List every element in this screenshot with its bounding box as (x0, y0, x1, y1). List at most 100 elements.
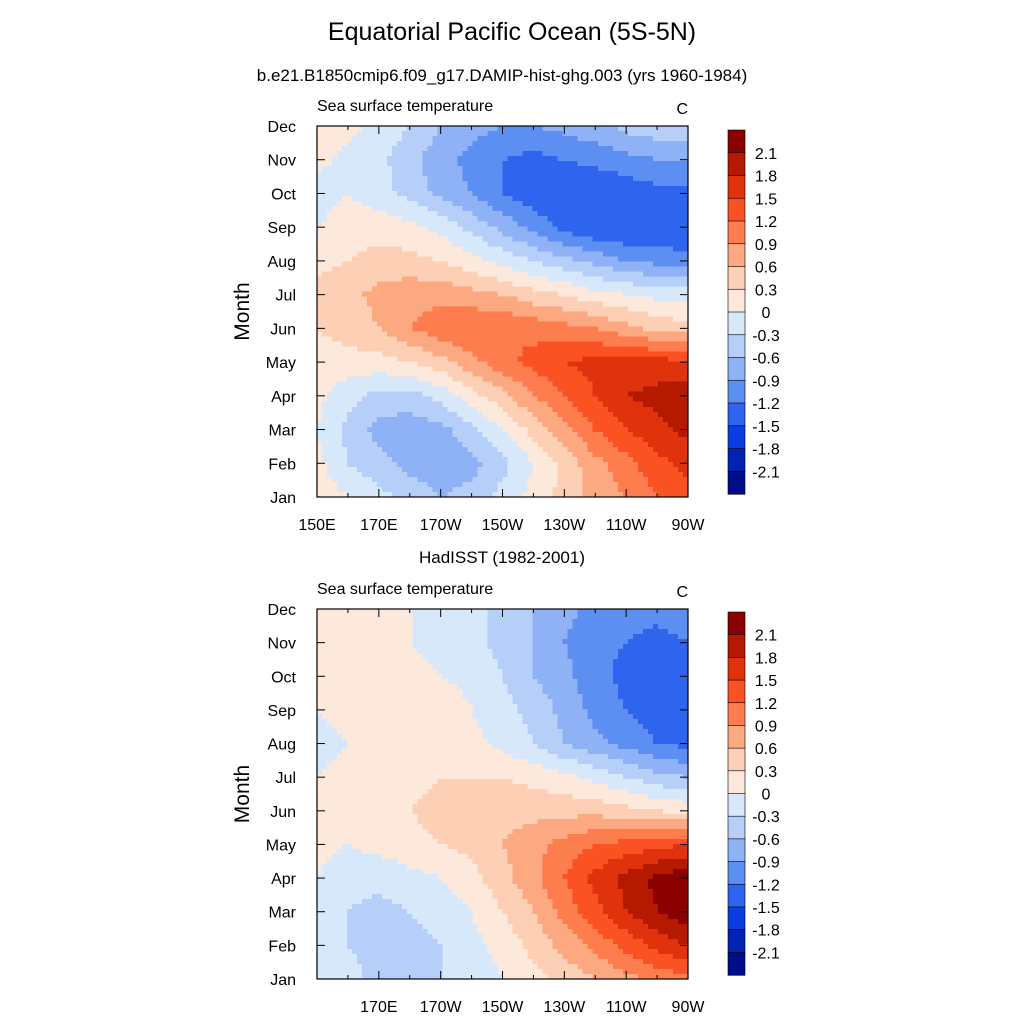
panel-1-contour-cell (332, 191, 338, 197)
panel-1-contour-cell (602, 296, 609, 303)
panel-1-contour-cell (602, 396, 609, 403)
panel-1-contour-cell (362, 461, 368, 468)
panel-1-contour-cell (357, 391, 363, 398)
panel-1-contour-cell (677, 166, 684, 172)
panel-1-contour-cell (562, 456, 569, 463)
panel-1-contour-cell (422, 146, 428, 152)
panel-1-contour-cell (337, 451, 343, 458)
panel-1-contour-cell (422, 241, 428, 247)
panel-1-contour-cell (617, 176, 624, 182)
panel-1-contour-cell (672, 186, 679, 192)
panel-1-contour-cell (412, 381, 418, 388)
panel-1-contour-cell (392, 371, 398, 378)
panel-1-contour-cell (377, 251, 383, 257)
panel-1-contour-cell (367, 356, 373, 363)
panel-1-contour-cell (637, 231, 644, 237)
panel-1-contour-cell (667, 181, 674, 187)
panel-1-contour-cell (467, 176, 474, 182)
panel-1-contour-cell (637, 401, 644, 408)
panel-1-contour-cell (462, 361, 468, 368)
panel-1-contour-cell (492, 221, 499, 227)
panel-1-contour-cell (317, 456, 323, 463)
panel-1-contour-cell (542, 226, 549, 232)
panel-1-contour-cell (372, 151, 378, 157)
panel-1-contour-cell (467, 141, 474, 147)
panel-1-contour-cell (387, 226, 393, 232)
panel-1-contour-cell (562, 181, 569, 187)
panel-1-contour-cell (522, 356, 529, 363)
panel-1-contour-cell (562, 346, 569, 353)
panel-1-contour-cell (347, 161, 353, 167)
panel-1-contour-cell (537, 156, 544, 162)
panel-1-contour-cell (612, 391, 619, 398)
panel-1-contour-cell (542, 186, 549, 192)
panel-1-contour-cell (572, 261, 579, 267)
panel-1-contour-cell (607, 416, 614, 423)
panel-1-contour-cell (322, 401, 328, 408)
panel-1-contour-cell (497, 226, 504, 232)
panel-1-contour-cell (452, 346, 458, 353)
panel-1-contour-cell (522, 421, 529, 428)
panel-1-contour-cell (577, 201, 584, 207)
panel-1-contour-cell (382, 266, 388, 272)
panel-1-contour-cell (347, 461, 353, 468)
panel-1-contour-cell (377, 396, 383, 403)
panel-1-contour-cell (487, 176, 494, 182)
panel-1-contour-cell (427, 181, 433, 187)
panel-1-contour-cell (482, 326, 489, 333)
panel-1-contour-cell (507, 246, 514, 252)
panel-1-contour-cell (492, 316, 499, 323)
panel-1-contour-cell (427, 401, 433, 408)
panel-1-contour-cell (482, 186, 489, 192)
panel-1-contour-cell (517, 206, 524, 212)
panel-1-contour-cell (362, 406, 368, 413)
panel-1-contour-cell (527, 216, 534, 222)
panel-1-contour-cell (502, 306, 509, 313)
panel-1-contour-cell (327, 306, 333, 313)
panel-1-contour-cell (472, 396, 479, 403)
panel-1-contour-cell (627, 326, 634, 333)
panel-1-contour-cell (372, 431, 378, 438)
panel-1-contour-cell (627, 166, 634, 172)
panel-1-contour-cell (317, 141, 323, 147)
panel-1-contour-cell (322, 251, 328, 257)
panel-1-contour-cell (482, 196, 489, 202)
panel-1-contour-cell (362, 211, 368, 217)
panel-1-contour-cell (327, 291, 333, 298)
panel-1-contour-cell (547, 156, 554, 162)
panel-1-contour-cell (432, 151, 438, 157)
panel-1-contour-cell (502, 216, 509, 222)
panel-1-contour-cell (452, 456, 458, 463)
panel-1-contour-cell (537, 351, 544, 358)
panel-1-contour-cell (572, 386, 579, 393)
panel-1-contour-cell (547, 191, 554, 197)
panel-1-contour-cell (517, 291, 524, 298)
panel-1-contour-cell (327, 371, 333, 378)
panel-1-contour-cell (667, 131, 674, 137)
panel-1-contour-cell (357, 336, 363, 343)
panel-1-contour-cell (657, 356, 664, 363)
panel-1-contour-cell (632, 231, 639, 237)
panel-1-contour-cell (432, 446, 438, 453)
panel-1-contour-cell (367, 431, 373, 438)
panel-1-contour-cell (397, 351, 403, 358)
panel-1-contour-cell (527, 191, 534, 197)
panel-1-contour-cell (637, 141, 644, 147)
panel-1-contour-cell (512, 201, 519, 207)
panel-1-contour-cell (432, 316, 438, 323)
panel-1-contour-cell (677, 396, 684, 403)
panel-1-contour-cell (422, 316, 428, 323)
panel-1-contour-cell (557, 336, 564, 343)
panel-1-contour-cell (552, 411, 559, 418)
panel-1-contour-cell (362, 126, 368, 132)
panel-1-contour-cell (407, 156, 413, 162)
panel-1-contour-cell (422, 361, 428, 368)
panel-1-contour-cell (672, 451, 679, 458)
panel-1-contour-cell (382, 126, 388, 132)
panel-1-contour-cell (447, 226, 453, 232)
panel-1-contour-cell (567, 191, 574, 197)
panel-1-contour-cell (642, 406, 649, 413)
panel-1-contour-cell (457, 421, 463, 428)
panel-1-contour-cell (627, 176, 634, 182)
panel-1-contour-cell (342, 181, 348, 187)
